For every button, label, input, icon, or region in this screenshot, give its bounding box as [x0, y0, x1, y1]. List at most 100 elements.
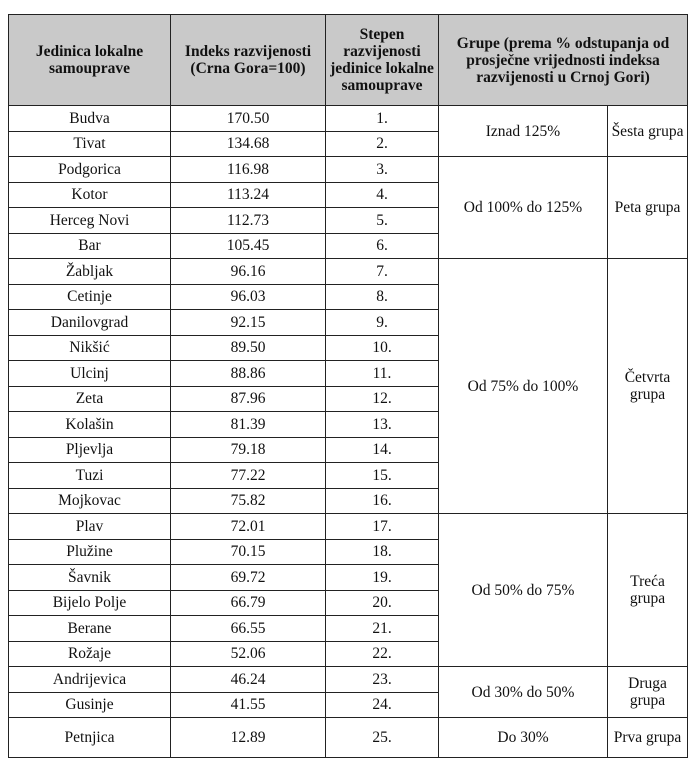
table-row: Gusinje 41.55 24.	[8, 691, 688, 718]
cell-rank: 14.	[325, 436, 439, 463]
cell-unit: Tivat	[8, 130, 171, 157]
cell-rank: 2.	[325, 130, 439, 157]
cell-index: 170.50	[170, 105, 326, 132]
cell-rank: 16.	[325, 487, 439, 514]
cell-index: 46.24	[170, 666, 326, 693]
cell-unit: Berane	[8, 615, 171, 642]
cell-index: 69.72	[170, 564, 326, 591]
cell-rank: 13.	[325, 411, 439, 438]
cell-index: 77.22	[170, 462, 326, 489]
cell-rank: 12.	[325, 385, 439, 412]
table-row: Podgorica 116.98 3. Od 100% do 125% Peta gru…	[8, 156, 689, 259]
cell-unit: Podgorica	[8, 156, 171, 183]
cell-index: 92.15	[170, 309, 326, 336]
table-row: Andrijevica 46.24 23. Od 30% do 50% Druga gr…	[8, 666, 689, 718]
cell-index: 81.39	[170, 411, 326, 438]
cell-rank: 22.	[325, 640, 439, 667]
cell-unit: Kolašin	[8, 411, 171, 438]
cell-rank: 24.	[325, 691, 439, 718]
cell-index: 113.24	[170, 181, 326, 208]
table-row: Budva 170.50 1. Iznad 125% Šesta grupa	[8, 105, 689, 157]
cell-unit: Cetinje	[8, 283, 171, 310]
group-name: Četvrta grupa	[606, 258, 689, 514]
table-row: Kolašin 81.39 13.	[8, 411, 688, 438]
cell-unit: Petnjica	[8, 717, 171, 758]
table-row: Zeta 87.96 12.	[8, 385, 688, 412]
cell-index: 112.73	[170, 207, 326, 234]
table-row: Šavnik 69.72 19.	[8, 564, 688, 591]
header-unit: Jedinica lokalne samouprave	[8, 14, 171, 106]
table-row: Cetinje 96.03 8.	[8, 283, 688, 310]
cell-index: 41.55	[170, 691, 326, 718]
table-row: Tuzi 77.22 15.	[8, 462, 688, 489]
group-range: Iznad 125%	[438, 105, 608, 157]
cell-index: 12.89	[170, 717, 326, 758]
cell-index: 75.82	[170, 487, 326, 514]
cell-unit: Žabljak	[8, 258, 171, 285]
cell-unit: Plužine	[8, 538, 171, 565]
header-row: Jedinica lokalne samouprave Indeks razvi…	[8, 14, 689, 106]
cell-unit: Šavnik	[8, 564, 171, 591]
cell-rank: 20.	[325, 589, 439, 616]
cell-unit: Rožaje	[8, 640, 171, 667]
cell-unit: Bijelo Polje	[8, 589, 171, 616]
cell-unit: Gusinje	[8, 691, 171, 718]
group-name: Druga grupa	[606, 666, 689, 718]
table-row: Žabljak 96.16 7. Od 75% do 100% Četvrta grup…	[8, 258, 689, 514]
cell-unit: Zeta	[8, 385, 171, 412]
group-name: Treća grupa	[606, 513, 689, 667]
cell-rank: 3.	[325, 156, 439, 183]
cell-index: 105.45	[170, 232, 326, 259]
group-range: Od 100% do 125%	[438, 156, 608, 259]
cell-unit: Plav	[8, 513, 171, 540]
cell-unit: Andrijevica	[8, 666, 171, 693]
table-row: Tivat 134.68 2.	[8, 130, 688, 157]
cell-rank: 18.	[325, 538, 439, 565]
development-index-table: Jedinica lokalne samouprave Indeks razvi…	[8, 14, 689, 758]
cell-unit: Nikšić	[8, 334, 171, 361]
table-row: Ulcinj 88.86 11.	[8, 360, 688, 387]
table-body: Budva 170.50 1. Iznad 125% Šesta grupa Tivat 1…	[8, 105, 689, 758]
cell-unit: Tuzi	[8, 462, 171, 489]
cell-index: 89.50	[170, 334, 326, 361]
cell-rank: 10.	[325, 334, 439, 361]
table-row: Plužine 70.15 18.	[8, 538, 688, 565]
cell-index: 72.01	[170, 513, 326, 540]
cell-unit: Budva	[8, 105, 171, 132]
cell-rank: 25.	[325, 717, 439, 758]
group-range: Od 75% do 100%	[438, 258, 608, 514]
cell-index: 66.55	[170, 615, 326, 642]
cell-rank: 11.	[325, 360, 439, 387]
cell-index: 96.16	[170, 258, 326, 285]
cell-unit: Pljevlja	[8, 436, 171, 463]
cell-unit: Danilovgrad	[8, 309, 171, 336]
header-rank: Stepen razvijenosti jedinice lokalne sam…	[325, 14, 439, 106]
cell-rank: 23.	[325, 666, 439, 693]
cell-rank: 1.	[325, 105, 439, 132]
cell-index: 116.98	[170, 156, 326, 183]
cell-unit: Mojkovac	[8, 487, 171, 514]
cell-rank: 5.	[325, 207, 439, 234]
cell-rank: 4.	[325, 181, 439, 208]
header-groups: Grupe (prema % odstupanja od prosječne v…	[437, 14, 689, 106]
cell-index: 70.15	[170, 538, 326, 565]
group-name: Prva grupa	[606, 717, 689, 758]
cell-unit: Kotor	[8, 181, 171, 208]
cell-index: 66.79	[170, 589, 326, 616]
table-row: Bar 105.45 6.	[8, 232, 688, 259]
group-range: Od 50% do 75%	[438, 513, 608, 667]
cell-index: 79.18	[170, 436, 326, 463]
cell-index: 88.86	[170, 360, 326, 387]
table-row: Pljevlja 79.18 14.	[8, 436, 688, 463]
group-name: Šesta grupa	[606, 105, 689, 157]
table-row: Herceg Novi 112.73 5.	[8, 207, 688, 234]
group-name: Peta grupa	[606, 156, 689, 259]
cell-unit: Ulcinj	[8, 360, 171, 387]
cell-index: 96.03	[170, 283, 326, 310]
cell-rank: 17.	[325, 513, 439, 540]
cell-rank: 21.	[325, 615, 439, 642]
cell-rank: 7.	[325, 258, 439, 285]
cell-rank: 15.	[325, 462, 439, 489]
cell-index: 134.68	[170, 130, 326, 157]
cell-rank: 19.	[325, 564, 439, 591]
